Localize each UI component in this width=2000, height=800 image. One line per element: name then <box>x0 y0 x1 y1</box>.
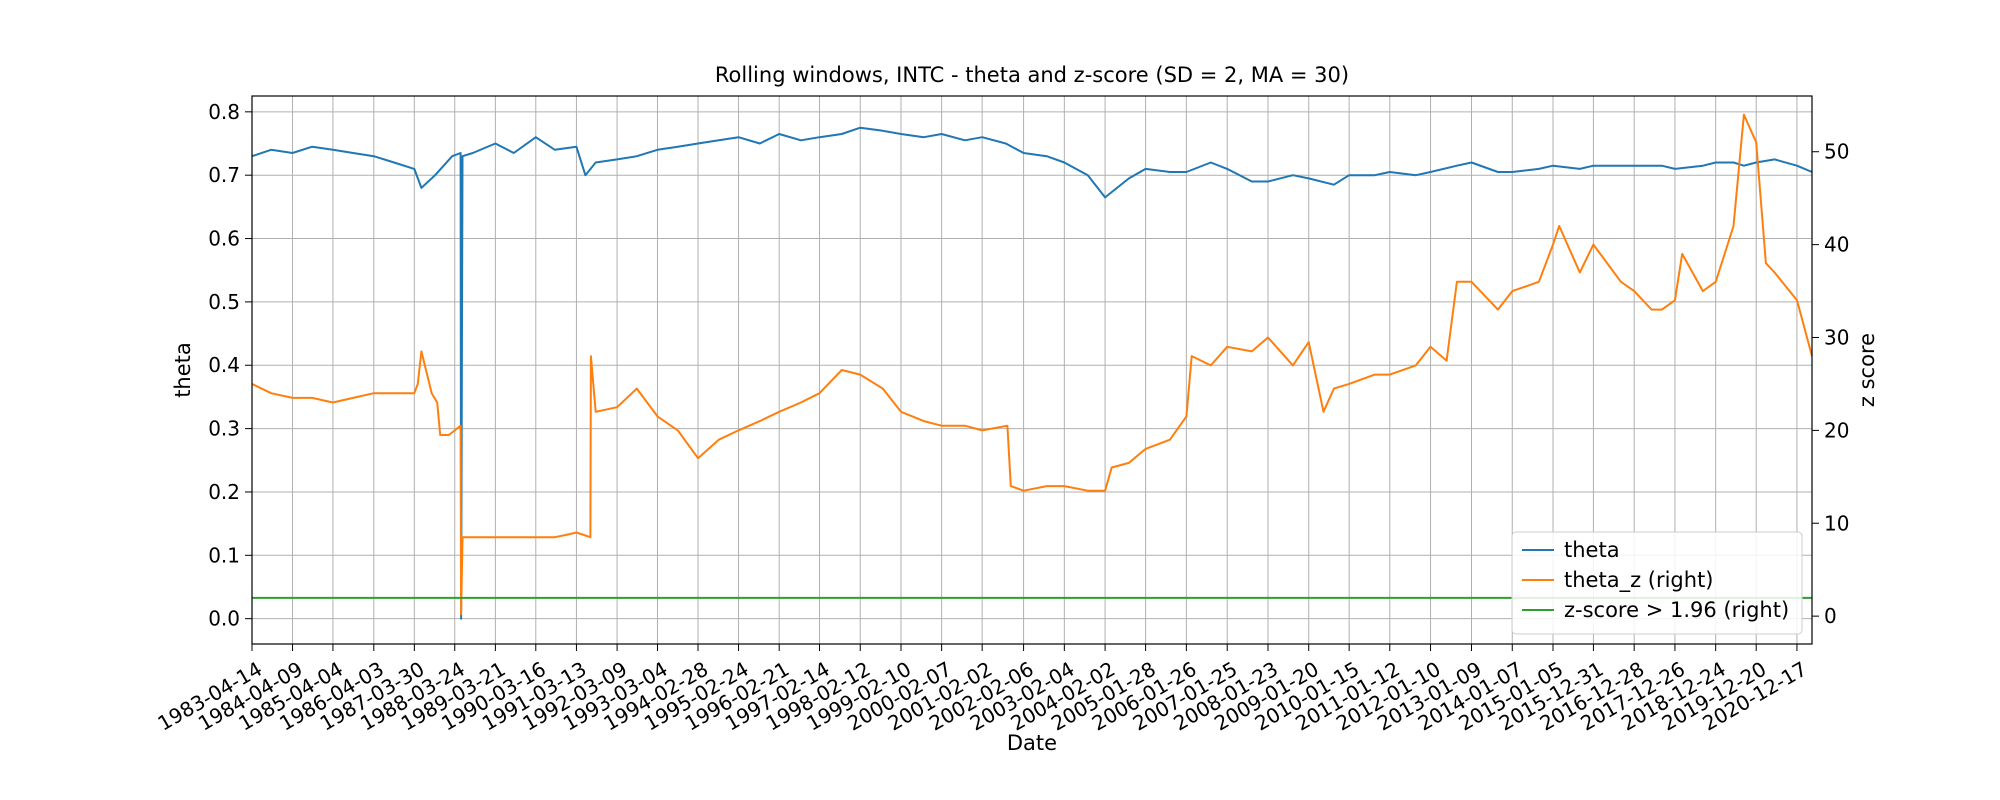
axes: 1983-04-141984-04-091985-04-041986-04-03… <box>153 100 1849 736</box>
y-tick-label-left: 0.6 <box>208 227 240 251</box>
x-axis-label: Date <box>1007 731 1057 755</box>
y-tick-label-left: 0.2 <box>208 480 240 504</box>
legend: theta theta_z (right) z-score > 1.96 (righ… <box>1511 531 1803 635</box>
y-tick-label-left: 0.5 <box>208 290 240 314</box>
y-tick-label-left: 0.3 <box>208 417 240 441</box>
legend-label: theta_z (right) <box>1564 568 1714 593</box>
chart-title: Rolling windows, INTC - theta and z-scor… <box>715 63 1349 87</box>
y-tick-label-left: 0.0 <box>208 607 240 631</box>
legend-label: theta <box>1564 538 1620 562</box>
y-tick-label-right: 50 <box>1824 140 1849 164</box>
y-tick-label-right: 40 <box>1824 233 1849 257</box>
y-tick-label-left: 0.4 <box>208 353 240 377</box>
y-tick-label-left: 0.8 <box>208 100 240 124</box>
y-tick-label-right: 10 <box>1824 511 1849 535</box>
y-tick-label-left: 0.1 <box>208 543 240 567</box>
y-axis-label-right: z score <box>1855 333 1879 407</box>
y-tick-label-left: 0.7 <box>208 163 240 187</box>
y-tick-label-right: 0 <box>1824 604 1837 628</box>
plot-frame <box>251 95 1813 645</box>
series-line-1 <box>251 113 1813 616</box>
series-line-0 <box>251 126 1813 620</box>
y-tick-label-right: 20 <box>1824 418 1849 442</box>
legend-box <box>1511 531 1803 635</box>
y-axis-label-left: theta <box>171 342 195 398</box>
y-tick-label-right: 30 <box>1824 325 1849 349</box>
legend-label: z-score > 1.96 (right) <box>1564 598 1789 622</box>
